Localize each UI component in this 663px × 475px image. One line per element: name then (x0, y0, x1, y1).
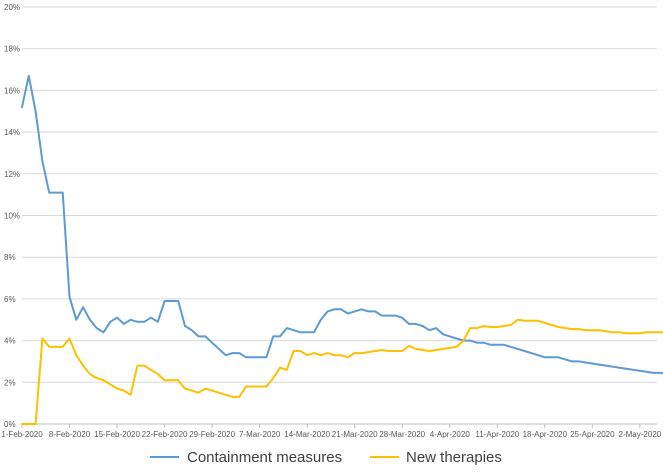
y-tick-label: 10% (4, 212, 20, 221)
legend-label-containment-measures: Containment measures (187, 449, 342, 466)
series-line-containment-measures (21, 74, 663, 375)
gridlines (22, 6, 657, 425)
legend-label-new-therapies: New therapies (406, 449, 502, 466)
x-tick-label: 7-Mar-2020 (239, 430, 281, 439)
x-tick-label: 21-Mar-2020 (332, 430, 378, 439)
x-tick-label: 29-Feb-2020 (189, 430, 235, 439)
x-tick-label: 11-Apr-2020 (475, 430, 519, 439)
x-tick-label: 1-Feb-2020 (1, 430, 43, 439)
y-tick-label: 6% (4, 295, 16, 304)
y-tick-label: 4% (4, 337, 16, 346)
x-tick-label: 15-Feb-2020 (94, 430, 140, 439)
legend: Containment measures New therapies (150, 449, 502, 466)
x-tick-label: 22-Feb-2020 (142, 430, 188, 439)
x-tick-label: 2-May-2020 (619, 430, 662, 439)
x-tick-label: 25-Apr-2020 (570, 430, 615, 439)
y-tick-label: 20% (4, 3, 20, 12)
series-lines (21, 74, 663, 425)
x-tick-label: 4-Apr-2020 (430, 430, 471, 439)
y-tick-label: 18% (4, 45, 20, 54)
x-tick-label: 18-Apr-2020 (523, 430, 568, 439)
x-axis-tick-labels: 1-Feb-2020 8-Feb-2020 15-Feb-2020 22-Feb-20… (1, 424, 662, 439)
x-tick-label: 28-Mar-2020 (379, 430, 425, 439)
x-tick-label: 14-Mar-2020 (284, 430, 330, 439)
y-tick-label: 8% (4, 253, 16, 262)
y-tick-label: 16% (4, 86, 20, 95)
series-line-new-therapies (21, 318, 663, 425)
y-tick-label: 0% (4, 420, 16, 429)
y-tick-label: 14% (4, 128, 20, 137)
x-tick-label: 8-Feb-2020 (49, 430, 91, 439)
y-tick-label: 2% (4, 378, 16, 387)
y-axis-tick-labels: 0% 2% 4% 6% 8% 10% 12% 14% 16% 18% 20% (4, 3, 20, 429)
y-tick-label: 12% (4, 170, 20, 179)
